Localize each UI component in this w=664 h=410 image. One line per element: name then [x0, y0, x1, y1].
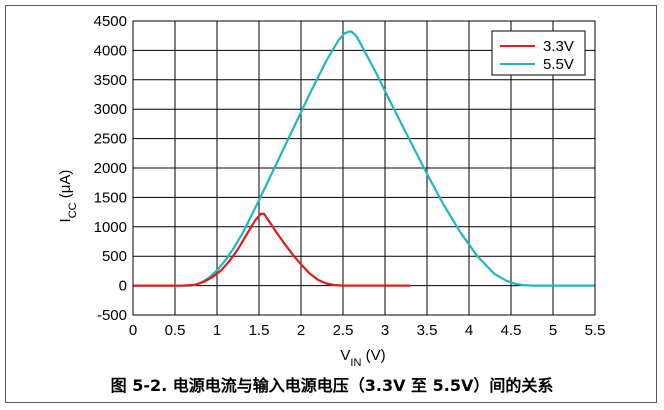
x-tick-label: 0 — [129, 322, 137, 339]
series-layer — [133, 30, 595, 287]
figure-caption: 图 5-2. 电源电流与输入电源电压（3.3V 至 5.5V）间的关系 — [110, 376, 554, 395]
x-tick-label: 1.5 — [249, 322, 270, 339]
y-tick-label: 3000 — [94, 101, 127, 118]
plot-border — [132, 20, 596, 316]
legend-box — [491, 30, 586, 76]
legend-label-3.3v: 3.3V — [543, 38, 574, 55]
y-tick-label: 2500 — [94, 131, 127, 148]
y-tick-label: 1500 — [94, 189, 127, 206]
y-tick-label: 0 — [119, 278, 127, 295]
x-tick-label: 0.5 — [165, 322, 186, 339]
x-tick-label: 3 — [381, 322, 389, 339]
y-tick-label: 3500 — [94, 72, 127, 89]
x-tick-label: 1 — [213, 322, 221, 339]
y-tick-label: 4000 — [94, 42, 127, 59]
y-tick-label: 1000 — [94, 219, 127, 236]
x-tick-label: 5 — [549, 322, 557, 339]
series-line-5.5v — [133, 30, 595, 287]
x-axis-label: VIN (V) — [340, 347, 385, 369]
x-tick-label: 5.5 — [585, 322, 606, 339]
x-tick-label: 2.5 — [333, 322, 354, 339]
y-tick-label: 4500 — [94, 13, 127, 30]
x-tick-label: 2 — [297, 322, 305, 339]
x-tick-labels: 0 0.5 1 1.5 2 2.5 3 3.5 4 4.5 5 5.5 — [129, 322, 606, 339]
legend: 3.3V 5.5V — [491, 30, 586, 76]
x-tick-label: 4.5 — [501, 322, 522, 339]
x-tick-label: 4 — [465, 322, 473, 339]
legend-label-5.5v: 5.5V — [543, 56, 574, 73]
y-tick-label: 500 — [102, 248, 127, 265]
series-line-3.3v — [133, 212, 411, 287]
y-axis-label: ICC (μA) — [57, 170, 79, 223]
y-tick-label: -500 — [97, 307, 127, 324]
y-tick-label: 2000 — [94, 160, 127, 177]
y-tick-labels: -500 0 500 1000 1500 2000 2500 3000 3500 4000 4500 — [94, 13, 127, 324]
x-tick-label: 3.5 — [417, 322, 438, 339]
